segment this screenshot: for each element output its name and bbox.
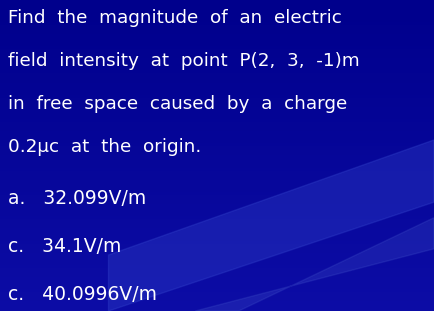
Polygon shape bbox=[195, 218, 434, 311]
Text: 0.2μc  at  the  origin.: 0.2μc at the origin. bbox=[8, 138, 201, 156]
Text: Find  the  magnitude  of  an  electric: Find the magnitude of an electric bbox=[8, 9, 342, 27]
Polygon shape bbox=[108, 140, 434, 311]
Text: in  free  space  caused  by  a  charge: in free space caused by a charge bbox=[8, 95, 347, 113]
Text: field  intensity  at  point  P(2,  3,  -1)m: field intensity at point P(2, 3, -1)m bbox=[8, 52, 359, 70]
Text: a.   32.099V/m: a. 32.099V/m bbox=[8, 189, 146, 208]
Text: c.   40.0996V/m: c. 40.0996V/m bbox=[8, 285, 157, 304]
Text: c.   34.1V/m: c. 34.1V/m bbox=[8, 237, 121, 256]
